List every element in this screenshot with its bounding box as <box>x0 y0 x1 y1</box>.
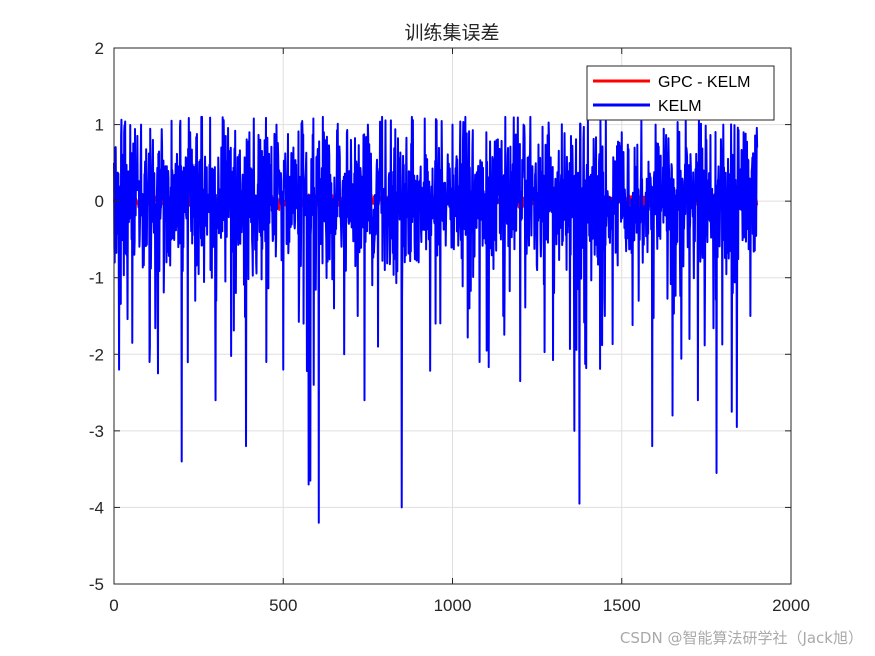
y-tick-label: 2 <box>95 39 104 58</box>
y-tick-label: -4 <box>89 498 104 517</box>
legend-box <box>586 65 775 121</box>
x-tick-label: 0 <box>109 596 118 615</box>
legend: GPC - KELM KELM <box>586 65 775 121</box>
watermark: CSDN @智能算法研学社（Jack旭） <box>619 629 863 647</box>
legend-label-kelm: KELM <box>658 98 702 115</box>
x-tick-label: 500 <box>269 596 297 615</box>
y-tick-label: -3 <box>89 422 104 441</box>
x-tick-label: 1500 <box>603 596 641 615</box>
series-line-kelm <box>113 115 759 524</box>
x-tick-label: 1000 <box>434 596 472 615</box>
x-tick-label: 2000 <box>772 596 810 615</box>
series-layer <box>113 115 759 524</box>
chart-title: 训练集误差 <box>404 22 499 44</box>
ticks: 0 500 1000 1500 2000 2 1 0 -1 -2 -3 -4 -5 <box>89 39 810 615</box>
y-tick-label: -5 <box>89 575 104 594</box>
y-tick-label: 0 <box>95 192 104 211</box>
y-tick-label: 1 <box>95 116 104 135</box>
legend-label-gpc-kelm: GPC - KELM <box>658 74 750 91</box>
y-tick-label: -1 <box>89 269 104 288</box>
y-tick-label: -2 <box>89 345 104 364</box>
